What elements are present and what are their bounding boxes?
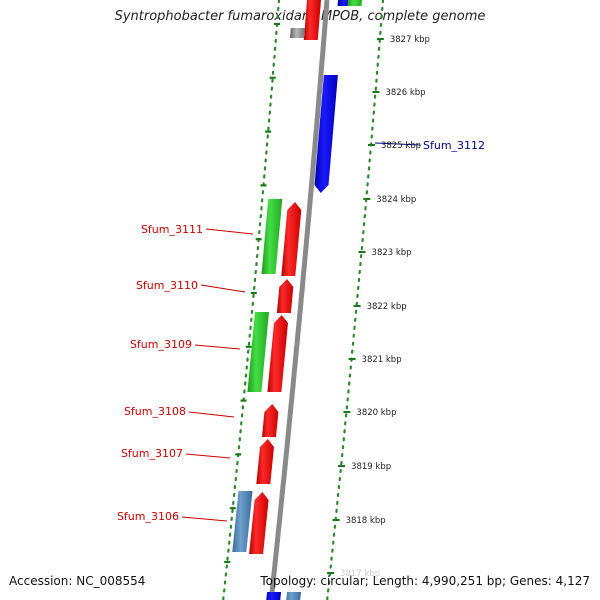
gene-label-leader [200,284,246,293]
gene-label[interactable]: Sfum_3106 [117,510,179,523]
tick-label: 3826 kbp [385,88,425,98]
tick-marks [224,22,281,564]
tick-label: 3817 kbp [340,569,380,579]
gene-label-leader [181,516,228,522]
tick-label: 3827 kbp [390,35,430,45]
other-feature[interactable] [289,28,305,38]
gene-label[interactable]: Sfum_3108 [124,405,186,418]
tick-label: 3821 kbp [362,355,402,365]
inner-dotted-ring [222,0,281,600]
backbone [268,0,330,600]
gene-label-leader [188,411,235,418]
cds-feature[interactable] [303,0,321,40]
rna-feature[interactable] [347,0,363,6]
tick-label: 3825 kbp [381,141,421,151]
tick-label: 3818 kbp [346,516,386,526]
tick-label: 3823 kbp [372,248,412,258]
gene-label-leader [185,453,231,459]
gene-label-leader [374,142,421,146]
gene-label[interactable]: Sfum_3110 [136,279,198,292]
tick-label: 3824 kbp [376,195,416,205]
rna-feature[interactable] [261,199,283,274]
cds-feature[interactable] [256,439,274,484]
map-title: Syntrophobacter fumaroxidans MPOB, compl… [114,9,486,24]
gene-label[interactable]: Sfum_3109 [130,338,192,351]
rna-feature[interactable] [247,312,269,392]
tick-label: 3819 kbp [351,462,391,472]
cds-feature[interactable] [267,315,288,392]
accession-text: Accession: NC_008554 [9,574,146,588]
cds-feature[interactable] [249,492,269,554]
cds-feature[interactable] [276,279,294,313]
tick-label: 3820 kbp [356,408,396,418]
cds-feature[interactable] [262,404,279,437]
tick-label: 3822 kbp [367,302,407,312]
cds-reverse-feature[interactable] [265,592,282,600]
gene-label[interactable]: Sfum_3112 [423,139,485,152]
gene-label-leader [194,344,241,350]
gene-features [232,0,362,600]
other-feature[interactable] [232,491,253,552]
cds-feature[interactable] [281,202,302,276]
genome-backbone [268,0,330,600]
other-feature[interactable] [285,592,302,600]
summary-text: Topology: circular; Length: 4,990,251 bp… [260,574,590,588]
gene-labels: Sfum_3112 Sfum_3111 Sfum_3110 Sfum_3109 Sfum… [117,139,485,523]
gene-label-leader [205,228,254,235]
tick-labels: 3827 kbp 3826 kbp 3825 kbp 3824 kbp 3823 kbp… [327,35,430,579]
cds-reverse-feature[interactable] [314,75,338,193]
gene-label[interactable]: Sfum_3107 [121,447,183,460]
gene-label[interactable]: Sfum_3111 [141,223,203,236]
